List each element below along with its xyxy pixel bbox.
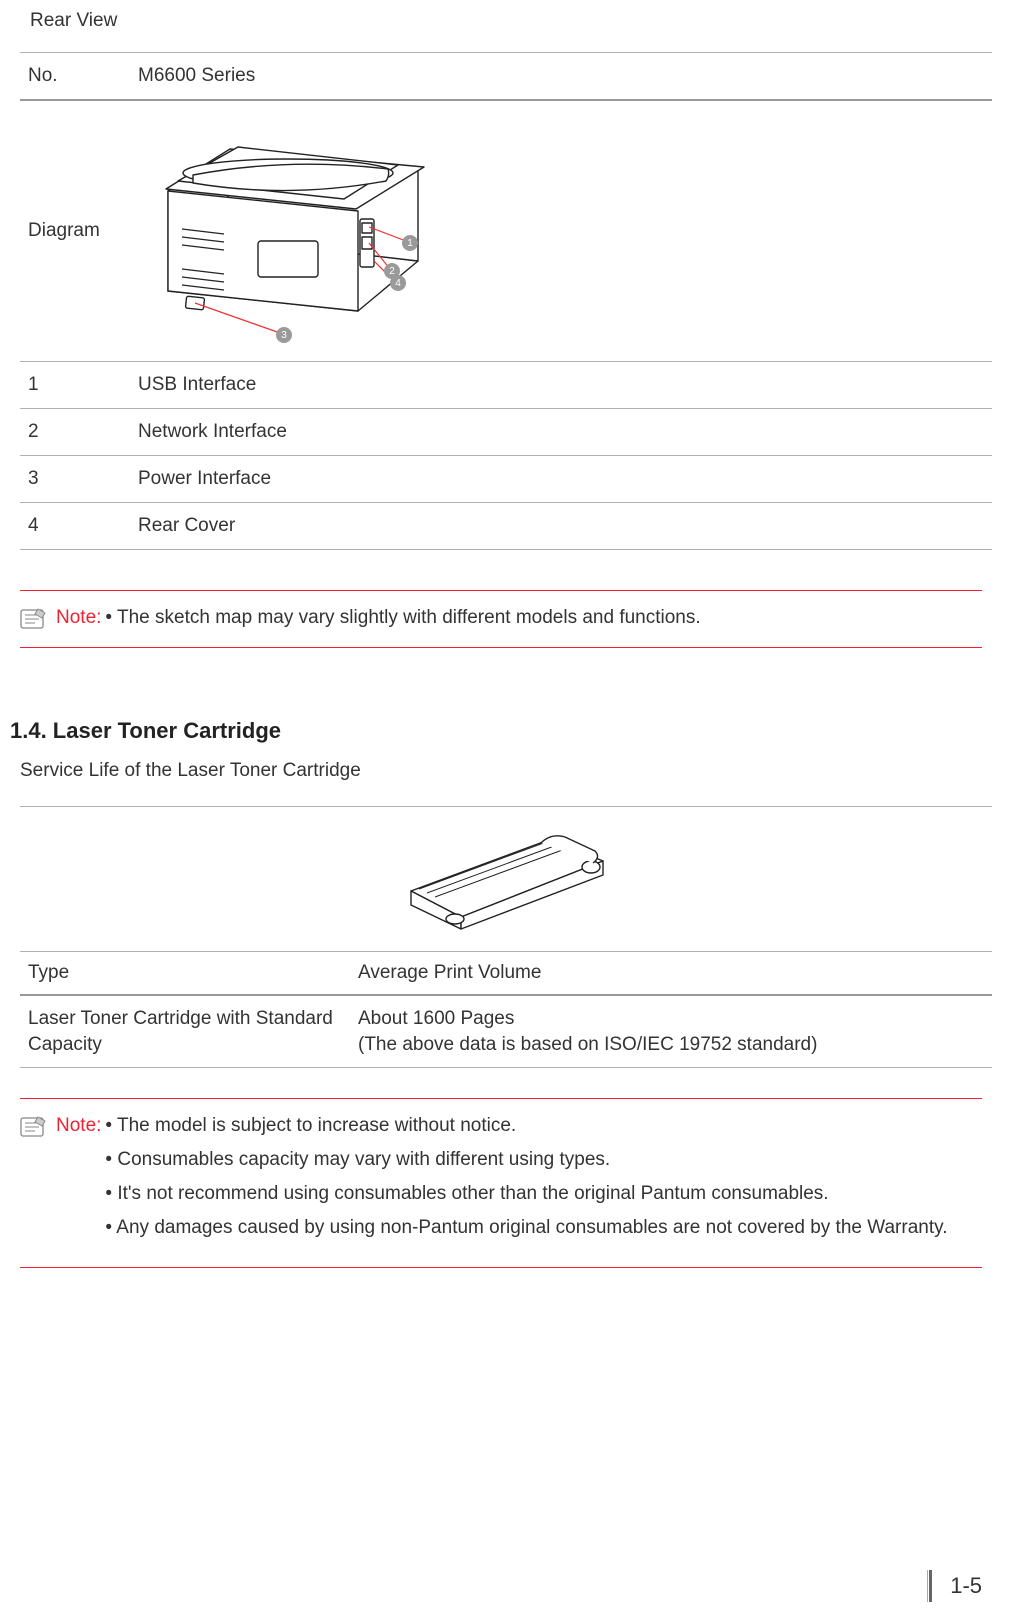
note-icon: [20, 1115, 48, 1139]
header-volume: Average Print Volume: [350, 952, 992, 996]
page-number: 1-5: [950, 1573, 982, 1599]
callout-1: 1: [407, 238, 413, 249]
row-label: Rear Cover: [130, 503, 992, 550]
note-block-2: Note: • The model is subject to increase…: [20, 1098, 982, 1268]
page-footer: 1-5: [927, 1570, 982, 1602]
note-block-1: Note: • The sketch map may vary slightly…: [20, 590, 982, 648]
table-header-row: No. M6600 Series: [20, 53, 992, 101]
section-subheading: Service Life of the Laser Toner Cartridg…: [20, 760, 982, 782]
rear-view-table: No. M6600 Series Diagram: [20, 52, 992, 550]
note-bullets: • The model is subject to increase witho…: [105, 1115, 982, 1251]
row-label: Power Interface: [130, 456, 992, 503]
note-icon: [20, 607, 48, 631]
header-series: M6600 Series: [130, 53, 992, 101]
row-no: 2: [20, 409, 130, 456]
row-no: 1: [20, 362, 130, 409]
row-no: 3: [20, 456, 130, 503]
note-label: Note:: [56, 1115, 101, 1137]
note-bullet: • The model is subject to increase witho…: [105, 1115, 982, 1137]
printer-rear-diagram: 1 2 3 4: [138, 111, 478, 351]
row-label: Network Interface: [130, 409, 992, 456]
cartridge-type: Laser Toner Cartridge with Standard Capa…: [20, 995, 350, 1068]
table-row: 4 Rear Cover: [20, 503, 992, 550]
section-heading: 1.4. Laser Toner Cartridge: [10, 718, 982, 744]
callout-4: 4: [395, 278, 401, 289]
vol-line2: (The above data is based on ISO/IEC 1975…: [358, 1034, 817, 1055]
header-no: No.: [20, 53, 130, 101]
table-row: 3 Power Interface: [20, 456, 992, 503]
toner-cartridge-diagram: [391, 821, 621, 931]
diagram-row: Diagram: [20, 100, 992, 362]
note-text: • The sketch map may vary slightly with …: [105, 607, 982, 629]
diagram-label-cell: Diagram: [20, 100, 130, 362]
table-row: 2 Network Interface: [20, 409, 992, 456]
callout-2: 2: [389, 266, 395, 277]
cartridge-image-row: [20, 807, 992, 952]
cartridge-header-row: Type Average Print Volume: [20, 952, 992, 996]
row-no: 4: [20, 503, 130, 550]
table-row: 1 USB Interface: [20, 362, 992, 409]
note-label: Note:: [56, 607, 101, 629]
row-label: USB Interface: [130, 362, 992, 409]
vol-line1: About 1600 Pages: [358, 1008, 514, 1029]
footer-bar-icon: [927, 1570, 932, 1602]
cartridge-volume: About 1600 Pages (The above data is base…: [350, 995, 992, 1068]
page-section-title: Rear View: [30, 10, 982, 32]
cartridge-data-row: Laser Toner Cartridge with Standard Capa…: [20, 995, 992, 1068]
header-type: Type: [20, 952, 350, 996]
cartridge-table: Type Average Print Volume Laser Toner Ca…: [20, 806, 992, 1068]
note-bullet: • Any damages caused by using non-Pantum…: [105, 1217, 982, 1239]
diagram-cell: 1 2 3 4: [130, 100, 992, 362]
note-bullet: • It's not recommend using consumables o…: [105, 1183, 982, 1205]
callout-3: 3: [281, 330, 287, 341]
note-bullet: • Consumables capacity may vary with dif…: [105, 1149, 982, 1171]
